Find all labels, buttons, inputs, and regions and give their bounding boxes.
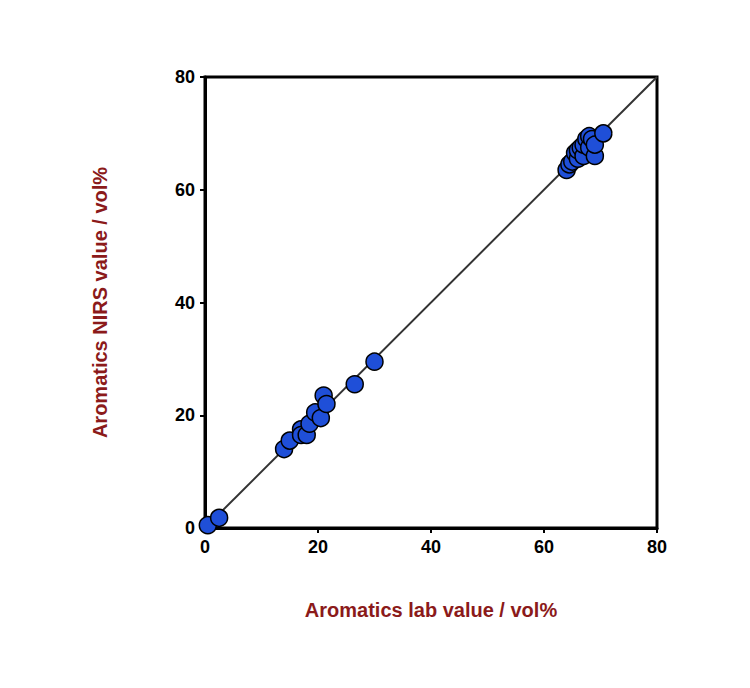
svg-text:Aromatics lab value / vol%: Aromatics lab value / vol% [305, 599, 558, 621]
svg-text:60: 60 [175, 180, 195, 200]
svg-text:40: 40 [175, 293, 195, 313]
svg-text:0: 0 [185, 518, 195, 538]
svg-text:60: 60 [534, 537, 554, 557]
svg-text:80: 80 [175, 67, 195, 87]
svg-text:80: 80 [647, 537, 667, 557]
svg-text:Aromatics NIRS value / vol%: Aromatics NIRS value / vol% [89, 167, 111, 438]
svg-text:20: 20 [175, 405, 195, 425]
svg-text:0: 0 [200, 537, 210, 557]
svg-text:20: 20 [308, 537, 328, 557]
svg-text:40: 40 [421, 537, 441, 557]
